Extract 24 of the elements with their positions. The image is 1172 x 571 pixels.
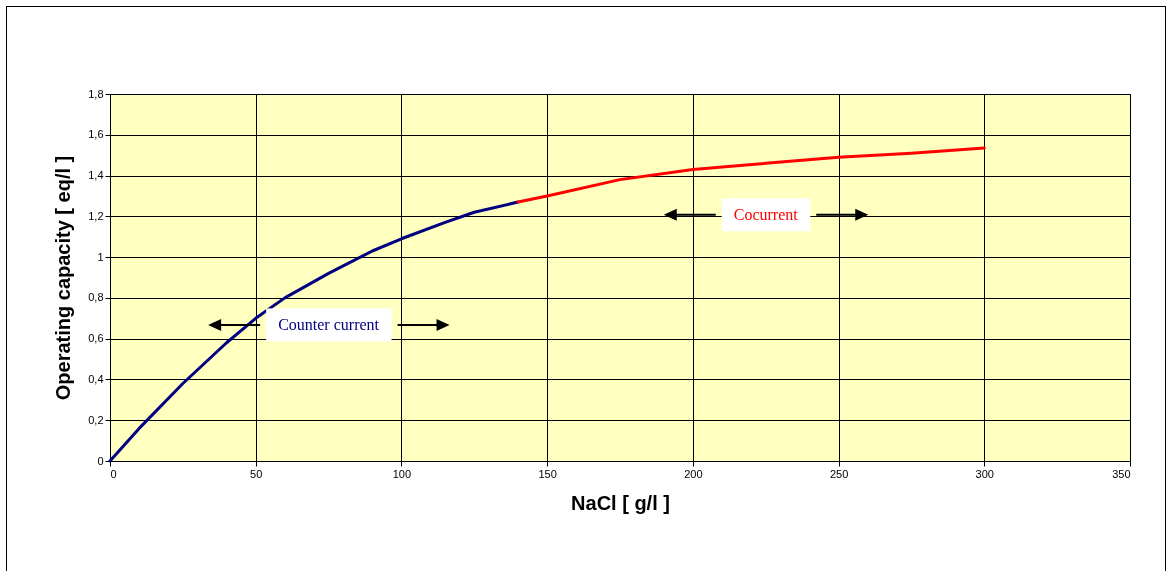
y-tick-label: 0,6	[88, 332, 104, 345]
annotation: Cocurrent	[733, 206, 799, 224]
annotation: Counter current	[278, 316, 380, 334]
y-axis-title: Operating capacity [ eq/l ]	[52, 155, 75, 401]
x-tick-label: 100	[392, 467, 412, 480]
line-series	[516, 146, 986, 204]
x-tick-label: 200	[684, 467, 703, 480]
x-tick-label: 0	[110, 467, 117, 480]
x-tick-label: 300	[975, 467, 994, 480]
y-tick-label: 0,2	[88, 413, 104, 426]
y-tick-label: 0	[97, 454, 104, 467]
line-series	[108, 200, 520, 463]
y-tick-label: 1	[97, 250, 104, 263]
y-tick-label: 1,6	[88, 128, 104, 141]
x-tick-label: 50	[250, 467, 263, 480]
x-tick-label: 150	[538, 467, 557, 480]
y-tick-label: 1,2	[88, 209, 104, 222]
y-tick-label: 1,4	[88, 169, 104, 182]
x-tick-label: 350	[1112, 467, 1131, 480]
y-tick-label: 1,8	[88, 87, 104, 100]
y-tick-label: 0,8	[88, 291, 104, 304]
y-tick-label: 0,4	[88, 372, 104, 385]
x-axis-title: NaCl [ g/l ]	[571, 491, 670, 514]
x-tick-label: 250	[829, 467, 849, 480]
